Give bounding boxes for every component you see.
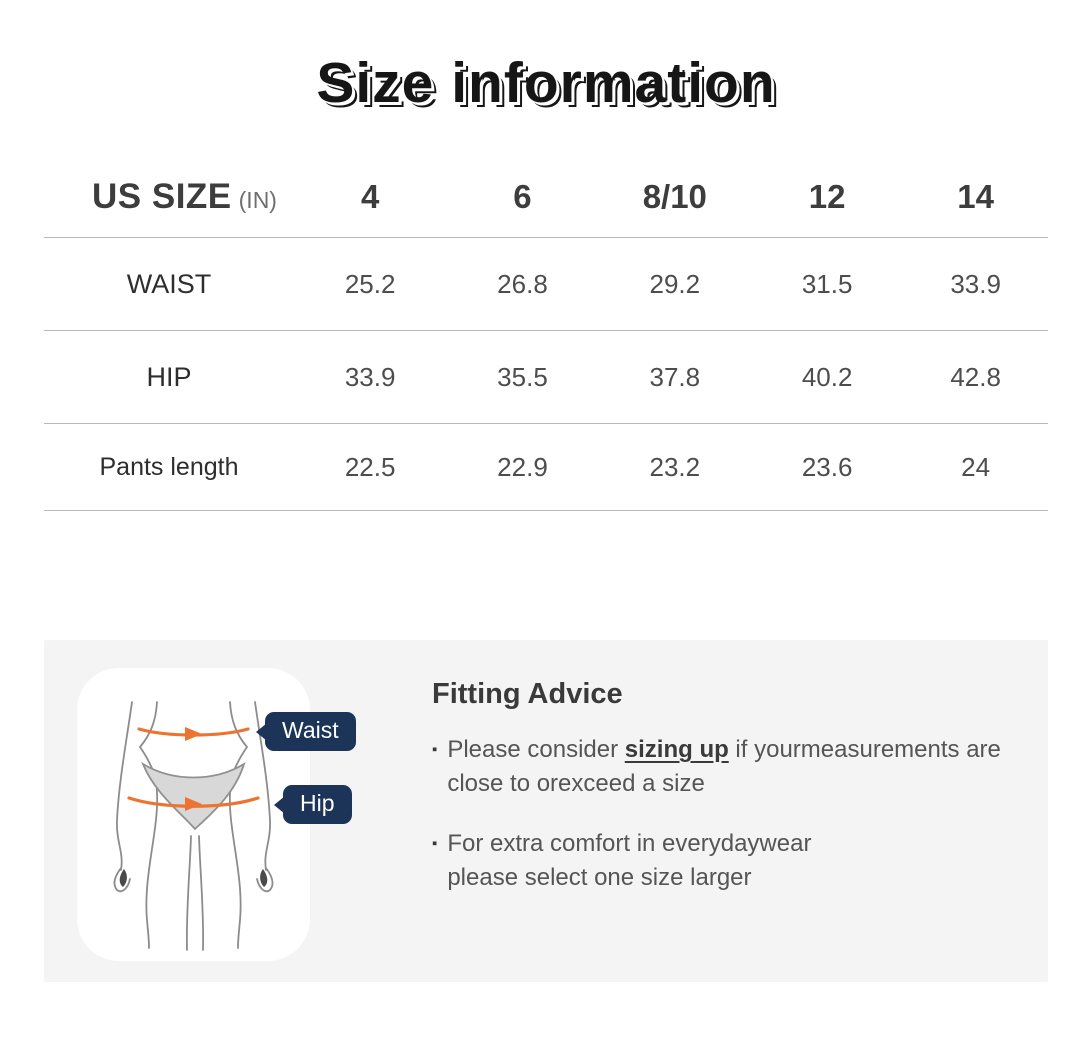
unit-label: (IN) (238, 186, 277, 213)
advice-bullet-sizing-up: ▪ Please consider sizing up if yourmeasu… (432, 733, 1012, 801)
size-table-header-row: US SIZE (IN) 4 6 8/10 12 14 (44, 156, 1048, 238)
size-col-header: 4 (360, 177, 380, 215)
bullet-square-icon: ▪ (432, 835, 438, 852)
fitting-advice-heading: Fitting Advice (432, 678, 623, 710)
body-diagram-illustration (113, 701, 274, 951)
left-hand-shade (119, 869, 127, 887)
size-col-header: 6 (513, 177, 532, 215)
table-cell: 37.8 (649, 361, 701, 392)
table-cell: 42.8 (950, 361, 1001, 392)
table-row-pants-length: Pants length 22.5 22.9 23.2 23.6 24 (44, 424, 1048, 511)
table-cell: 22.9 (497, 451, 548, 482)
bullet-square-icon: ▪ (432, 741, 438, 758)
waist-arrow-icon (137, 727, 250, 741)
table-cell: 24 (961, 451, 991, 482)
table-cell: 23.6 (801, 451, 853, 482)
hip-tag-label: Hip (300, 790, 335, 816)
table-cell: 22.5 (344, 451, 396, 482)
table-cell: 29.2 (649, 268, 701, 299)
us-size-label: US SIZE (92, 176, 232, 216)
row-label: WAIST (126, 268, 212, 299)
table-cell: 35.5 (497, 361, 548, 392)
underwear-shape (141, 761, 246, 831)
table-cell: 26.8 (497, 268, 548, 299)
table-row-waist: WAIST 25.2 26.8 29.2 31.5 33.9 (44, 238, 1048, 331)
table-cell: 33.9 (344, 361, 396, 392)
size-col-header: 14 (957, 177, 994, 215)
size-table: US SIZE (IN) 4 6 8/10 12 14 WAIST 25.2 2… (44, 156, 1048, 511)
row-label: HIP (146, 361, 192, 392)
right-hand-shade (260, 869, 268, 887)
row-label: Pants length (99, 452, 239, 481)
advice-bullet-text: For extra comfort in everydaywear please… (447, 830, 812, 891)
hip-arrow-icon (127, 796, 260, 811)
table-cell: 33.9 (950, 268, 1001, 299)
table-cell: 31.5 (801, 268, 853, 299)
fitting-advice: Fitting Advice ▪ Please consider sizing … (432, 678, 1012, 921)
fitting-advice-panel: Waist Hip Fitting Advice ▪ Please consid… (44, 640, 1048, 982)
table-cell: 23.2 (649, 451, 701, 482)
waist-tag-label: Waist (282, 717, 339, 743)
advice-bullet-text: Please consider sizing up if yourmeasure… (447, 733, 1012, 801)
size-table-header-label: US SIZE (IN) (44, 177, 294, 217)
table-cell: 25.2 (344, 268, 396, 299)
sizing-up-link[interactable]: sizing up (624, 736, 729, 763)
size-col-header: 8/10 (642, 177, 707, 215)
advice-bullet-extra-comfort: ▪ For extra comfort in everydaywear plea… (432, 827, 1012, 895)
waist-tag: Waist (265, 712, 356, 751)
hip-tag: Hip (283, 785, 352, 824)
bullet-text-post: if yourmeasurements are close to orexcee… (447, 736, 1001, 797)
page-title: Size information (316, 51, 776, 115)
size-col-header: 12 (808, 177, 846, 215)
table-cell: 40.2 (801, 361, 853, 392)
table-row-hip: HIP 33.9 35.5 37.8 40.2 42.8 (44, 331, 1048, 424)
bullet-text-pre: Please consider (447, 736, 625, 763)
